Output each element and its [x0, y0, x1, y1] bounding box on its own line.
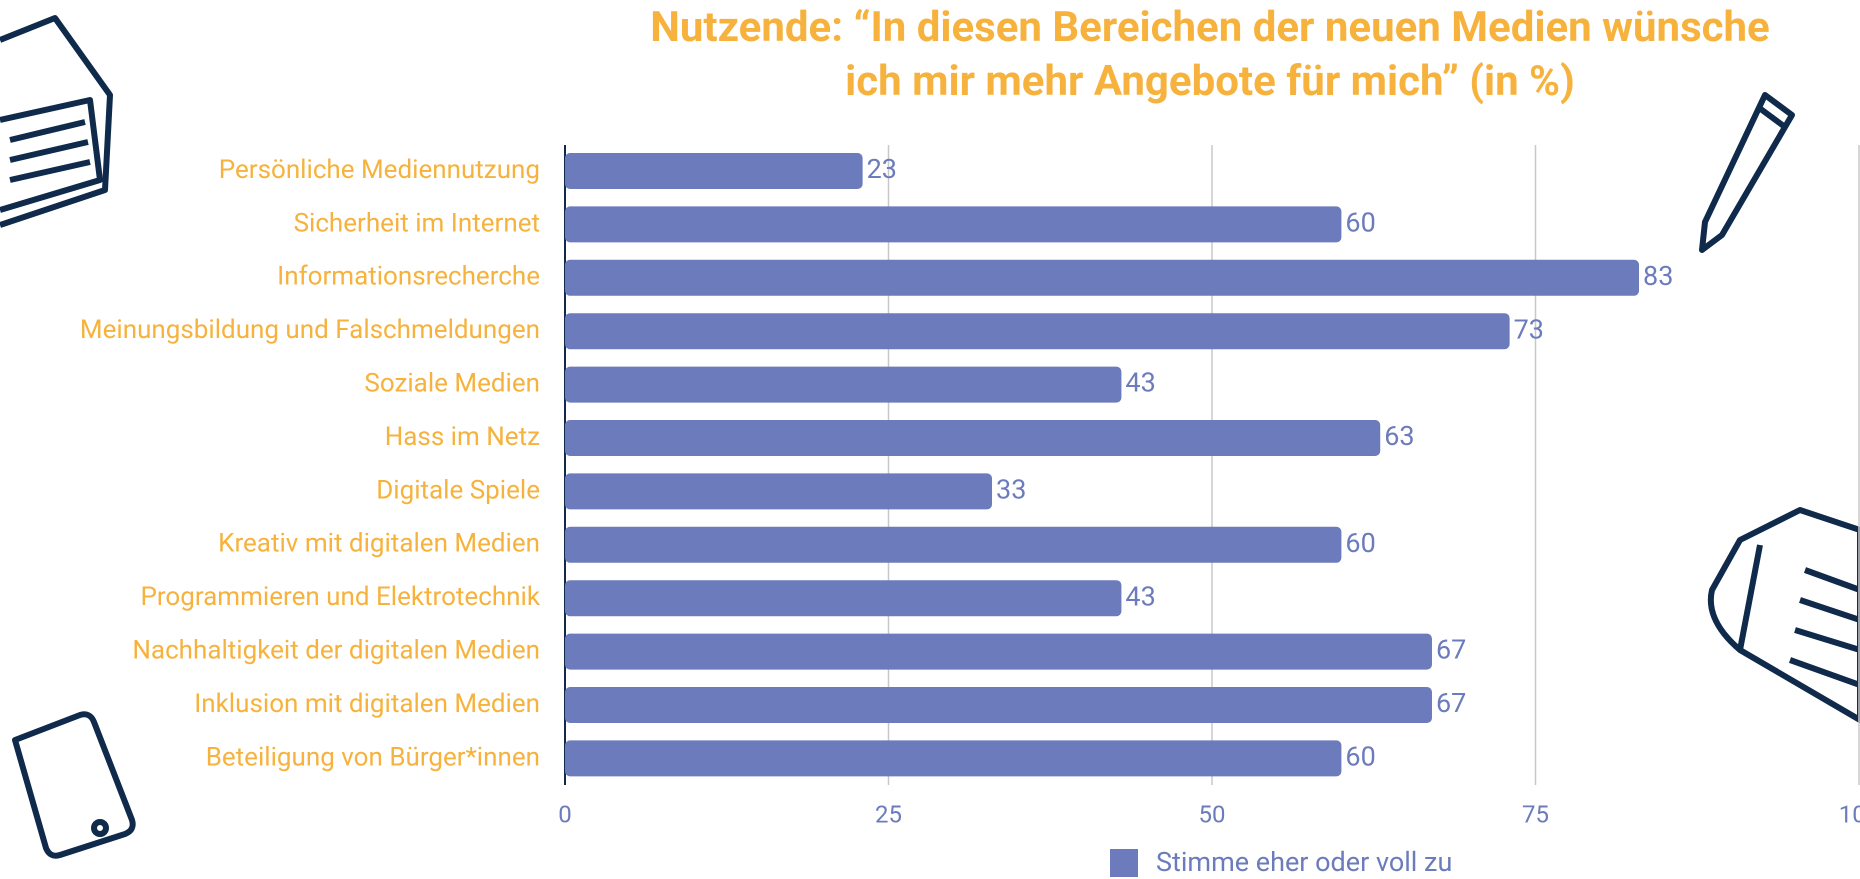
legend-swatch: [1110, 849, 1138, 877]
value-label: 83: [1643, 260, 1673, 292]
newspaper-icon: [1707, 507, 1860, 723]
laptop-icon: [0, 15, 113, 228]
y-tick-label: Kreativ mit digitalen Medien: [218, 529, 540, 559]
value-label: 60: [1345, 207, 1375, 239]
value-label: 67: [1436, 634, 1466, 666]
y-tick-label: Persönliche Mediennutzung: [219, 155, 540, 185]
y-tick-label: Digitale Spiele: [376, 475, 540, 505]
bar: [565, 687, 1432, 723]
bar: [565, 580, 1122, 617]
y-tick-label: Soziale Medien: [364, 368, 540, 398]
value-label: 43: [1125, 580, 1155, 612]
bar: [565, 740, 1342, 777]
bar: [565, 473, 993, 510]
value-label: 73: [1514, 313, 1544, 345]
x-tick-label: 0: [558, 800, 572, 828]
y-tick-label: Programmieren und Elektrotechnik: [140, 582, 540, 612]
y-tick-label: Informationsrecherche: [277, 262, 540, 292]
pencil-icon: [1699, 92, 1795, 253]
chart-title: Nutzende: “In diesen Bereichen der neuen…: [650, 3, 1769, 52]
phone-icon: [12, 711, 136, 859]
bar: [565, 259, 1640, 296]
value-label: 60: [1345, 741, 1375, 773]
value-label: 23: [867, 153, 897, 185]
value-label: 63: [1384, 420, 1414, 452]
y-tick-label: Inklusion mit digitalen Medien: [194, 689, 540, 719]
bar: [565, 366, 1122, 403]
y-tick-label: Hass im Netz: [385, 422, 540, 452]
y-tick-label: Nachhaltigkeit der digitalen Medien: [132, 635, 540, 665]
y-tick-label: Beteiligung von Bürger*innen: [206, 742, 540, 772]
y-tick-label: Sicherheit im Internet: [294, 208, 540, 238]
bar: [565, 420, 1381, 456]
x-tick-label: 75: [1522, 800, 1549, 828]
bar: [565, 206, 1342, 243]
legend-label: Stimme eher oder voll zu: [1156, 846, 1452, 878]
y-tick-label: Meinungsbildung und Falschmeldungen: [80, 315, 540, 345]
value-label: 67: [1436, 687, 1466, 719]
x-tick-label: 100: [1839, 800, 1860, 828]
bar: [565, 633, 1432, 670]
bar: [565, 153, 863, 189]
x-tick-label: 50: [1199, 800, 1226, 828]
x-tick-label: 25: [875, 800, 902, 828]
value-label: 60: [1345, 527, 1375, 559]
bar: [565, 313, 1510, 350]
value-label: 33: [996, 474, 1026, 506]
bar: [565, 526, 1342, 563]
value-label: 43: [1125, 367, 1155, 399]
decor-icons: [0, 15, 1860, 859]
chart-title: ich mir mehr Angebote für mich” (in %): [845, 57, 1575, 106]
